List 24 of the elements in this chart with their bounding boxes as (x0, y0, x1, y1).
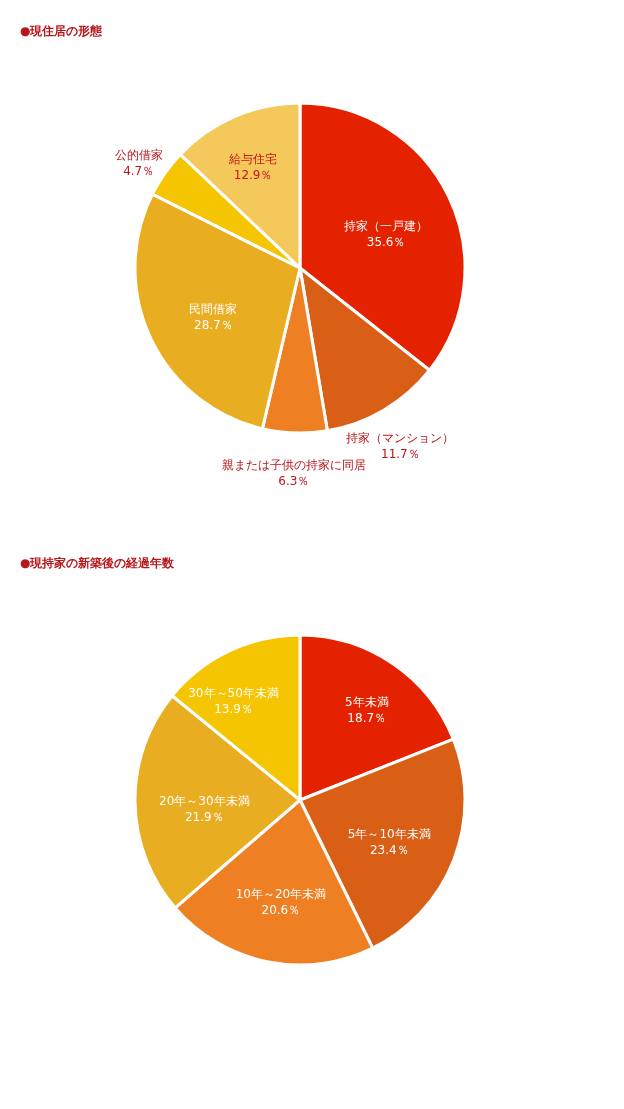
slice-label: 5年未満 (344, 694, 389, 709)
slice-label: 20年～30年未満 (159, 794, 250, 809)
data-label: 4.7％ (123, 163, 155, 178)
slice-label: 10年～20年未満 (235, 886, 327, 901)
data-label: 21.9％ (184, 810, 224, 825)
data-label: 20.6％ (261, 902, 301, 917)
slice-label: 親または子供の持家に同居 (221, 457, 366, 472)
slice-label: 持家（マンション） (346, 430, 455, 445)
chart-title: ●現住居の形態 (20, 24, 104, 38)
data-label: 28.7％ (194, 317, 233, 332)
data-label: 11.7％ (381, 446, 420, 461)
slice-label: 民間借家 (189, 301, 238, 316)
data-label: 35.6％ (366, 235, 406, 250)
chart-title: ●現持家の新築後の経過年数 (20, 556, 176, 570)
slice-label: 持家（一戸建） (344, 219, 429, 234)
data-label: 13.9％ (214, 701, 253, 716)
slice-label: 5年～10年未満 (347, 827, 431, 842)
data-label: 18.7％ (347, 710, 387, 725)
slice-label: 給与住宅 (228, 151, 278, 166)
data-label: 6.3％ (278, 473, 310, 488)
data-label: 23.4％ (369, 843, 409, 858)
data-label: 12.9％ (233, 167, 273, 182)
slice-label: 公的借家 (114, 147, 163, 162)
slice-label: 30年～50年未満 (188, 685, 279, 700)
